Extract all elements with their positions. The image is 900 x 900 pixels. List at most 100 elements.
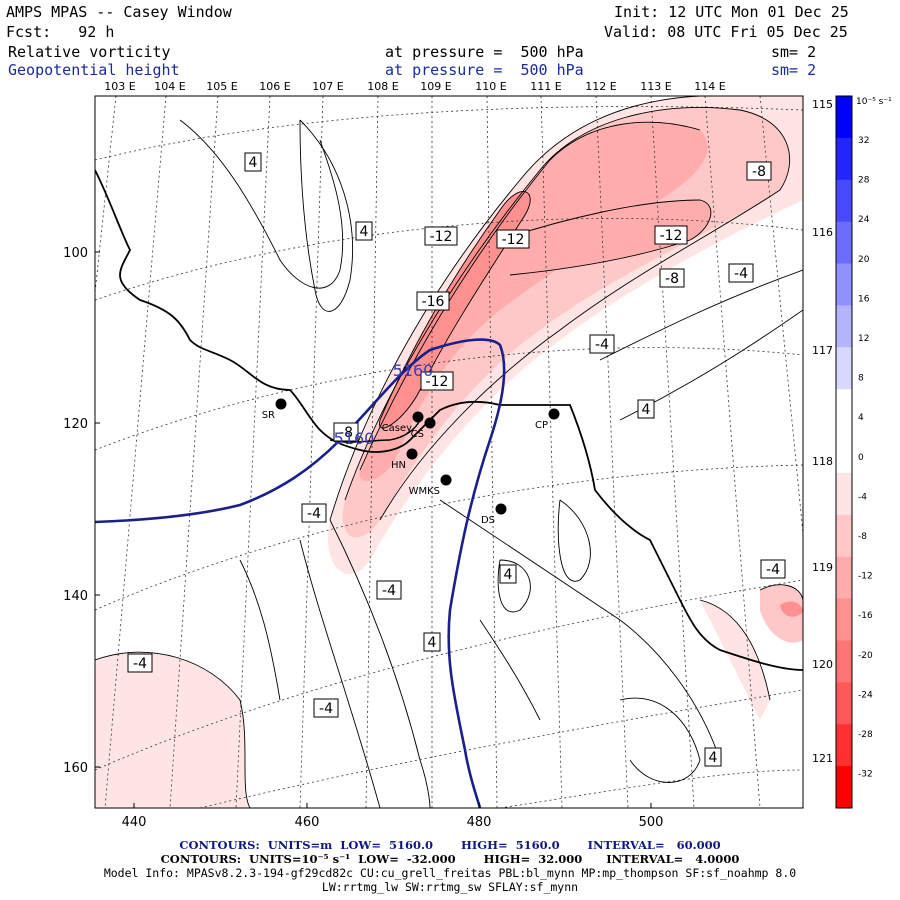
colorbar-swatch: [836, 766, 852, 809]
top-longitude-label: 111 E: [530, 80, 561, 93]
station-marker: Casey: [382, 411, 424, 434]
top-longitude-label: 114 E: [694, 80, 725, 93]
colorbar-tick-label: 16: [858, 294, 870, 304]
contour-label-box: [420, 371, 454, 391]
field2-smoothing: sm= 2: [771, 61, 817, 79]
top-longitude-label: 113 E: [640, 80, 671, 93]
contour-label-text: -8: [339, 425, 353, 441]
colorbar-swatch: [836, 305, 852, 348]
model-info-radiation: LW:rrtmg_lw SW:rrtmg_sw SFLAY:sf_mynn: [321, 880, 579, 894]
station-marker: HN: [391, 448, 418, 471]
contour-label: -4: [760, 559, 786, 579]
contour-label-text: -4: [133, 656, 147, 672]
x-axis-label: 500: [639, 815, 664, 830]
station-marker: SR: [262, 398, 287, 421]
station-label: CS: [411, 429, 424, 440]
contour-label: -8: [746, 161, 772, 181]
x-axis-label: 460: [295, 815, 320, 830]
colorbar: 10⁻⁵ s⁻¹ 32 28 24 20 16 12 8 4 0 -4 -8 -12 -16 -20 -24 -…: [835, 95, 892, 809]
contour-label-text: 4: [642, 402, 651, 418]
top-longitude-label: 112 E: [585, 80, 616, 93]
top-longitude-label: 108 E: [367, 80, 398, 93]
colorbar-swatch: [836, 389, 852, 432]
colorbar-swatch: [836, 96, 852, 139]
contour-label-text: 4: [428, 635, 437, 651]
contour-label-layer: 4 4 -12 -12 -12 -8 -8 -4 -16 -4 -12 4 -8 -4 4 -4 -4 4 -4 -4…: [127, 152, 786, 767]
contour-label: -4: [313, 698, 339, 718]
station-label: HN: [391, 460, 406, 471]
colorbar-swatch: [836, 179, 852, 223]
contour-label-text: -12: [426, 374, 449, 390]
contour-label-box: [355, 221, 373, 241]
x-axis-label: 480: [467, 815, 492, 830]
station-dot: [440, 474, 452, 486]
plot-frame: [94, 95, 804, 809]
vorticity-shading: [95, 96, 803, 808]
contour-label: -12: [424, 226, 458, 246]
station-dot: [412, 411, 424, 423]
contour-label: 4: [244, 152, 262, 172]
contour-label: -4: [127, 653, 153, 673]
height-contour-label: 5160: [334, 429, 375, 448]
colorbar-frame: [835, 95, 853, 809]
contour-label-box: [333, 422, 359, 442]
contour-label-box: [589, 334, 615, 354]
colorbar-tick-label: 20: [858, 255, 870, 265]
top-longitude-label: 104 E: [154, 80, 185, 93]
colorbar-swatch: [836, 682, 852, 725]
colorbar-swatch: [836, 598, 852, 641]
top-longitude-label: 107 E: [312, 80, 343, 93]
contour-label: 4: [704, 747, 722, 767]
contour-label-text: 4: [504, 567, 513, 583]
contour-label-box: [244, 152, 262, 172]
contour-label-text: 4: [360, 224, 369, 240]
colorbar-swatch: [836, 556, 852, 600]
contour-label-box: [313, 698, 339, 718]
contour-label-text: -4: [766, 562, 780, 578]
contour-label-box: [423, 632, 441, 652]
contour-label-text: -12: [430, 229, 453, 245]
contour-label-text: -4: [307, 506, 321, 522]
y-axis-label: 100: [63, 246, 88, 261]
station-dot: [495, 503, 507, 515]
height-contour-label: 5160: [393, 361, 434, 380]
colorbar-tick-label: 28: [858, 176, 870, 186]
colorbar-unit: 10⁻⁵ s⁻¹: [856, 97, 892, 107]
contour-label-text: -12: [502, 232, 525, 248]
contour-label-text: -8: [665, 271, 679, 287]
top-longitude-label: 110 E: [475, 80, 506, 93]
contour-label-box: [746, 161, 772, 181]
contour-label-box: [760, 559, 786, 579]
station-marker: CP: [535, 408, 560, 431]
colorbar-swatch: [836, 431, 852, 474]
station-marker: WMKS: [409, 474, 452, 497]
colorbar-tick-label: 0: [858, 453, 864, 463]
field1-level: at pressure = 500 hPa: [385, 43, 584, 61]
contour-label-box: [704, 747, 722, 767]
contour-label: 4: [423, 632, 441, 652]
colorbar-tick-label: 32: [858, 136, 869, 146]
contour-label-text: -12: [660, 228, 683, 244]
contour-label-box: [424, 226, 458, 246]
station-label: CP: [535, 420, 548, 431]
station-label: SR: [262, 410, 275, 421]
coastline-detail: [329, 419, 421, 443]
station-marker: CS: [411, 417, 436, 440]
station-dot: [548, 408, 560, 420]
top-longitude-label: 109 E: [420, 80, 451, 93]
contour-label-text: -16: [422, 294, 445, 310]
field2-level: at pressure = 500 hPa: [385, 61, 584, 79]
colorbar-swatch: [836, 724, 852, 767]
colorbar-tick-label: -28: [858, 730, 873, 740]
contour-label-text: -8: [752, 164, 766, 180]
contour-label-text: -4: [595, 337, 609, 353]
colorbar-swatch: [836, 347, 852, 390]
colorbar-swatch: [836, 221, 852, 265]
colorbar-swatch: [836, 640, 852, 683]
contour-label-box: [416, 291, 450, 311]
contour-label-box: [301, 503, 327, 523]
contour-label: -8: [333, 422, 359, 442]
contour-label-text: 4: [709, 750, 718, 766]
y-axis-label: 120: [63, 417, 88, 432]
field1-name: Relative vorticity: [8, 43, 171, 61]
